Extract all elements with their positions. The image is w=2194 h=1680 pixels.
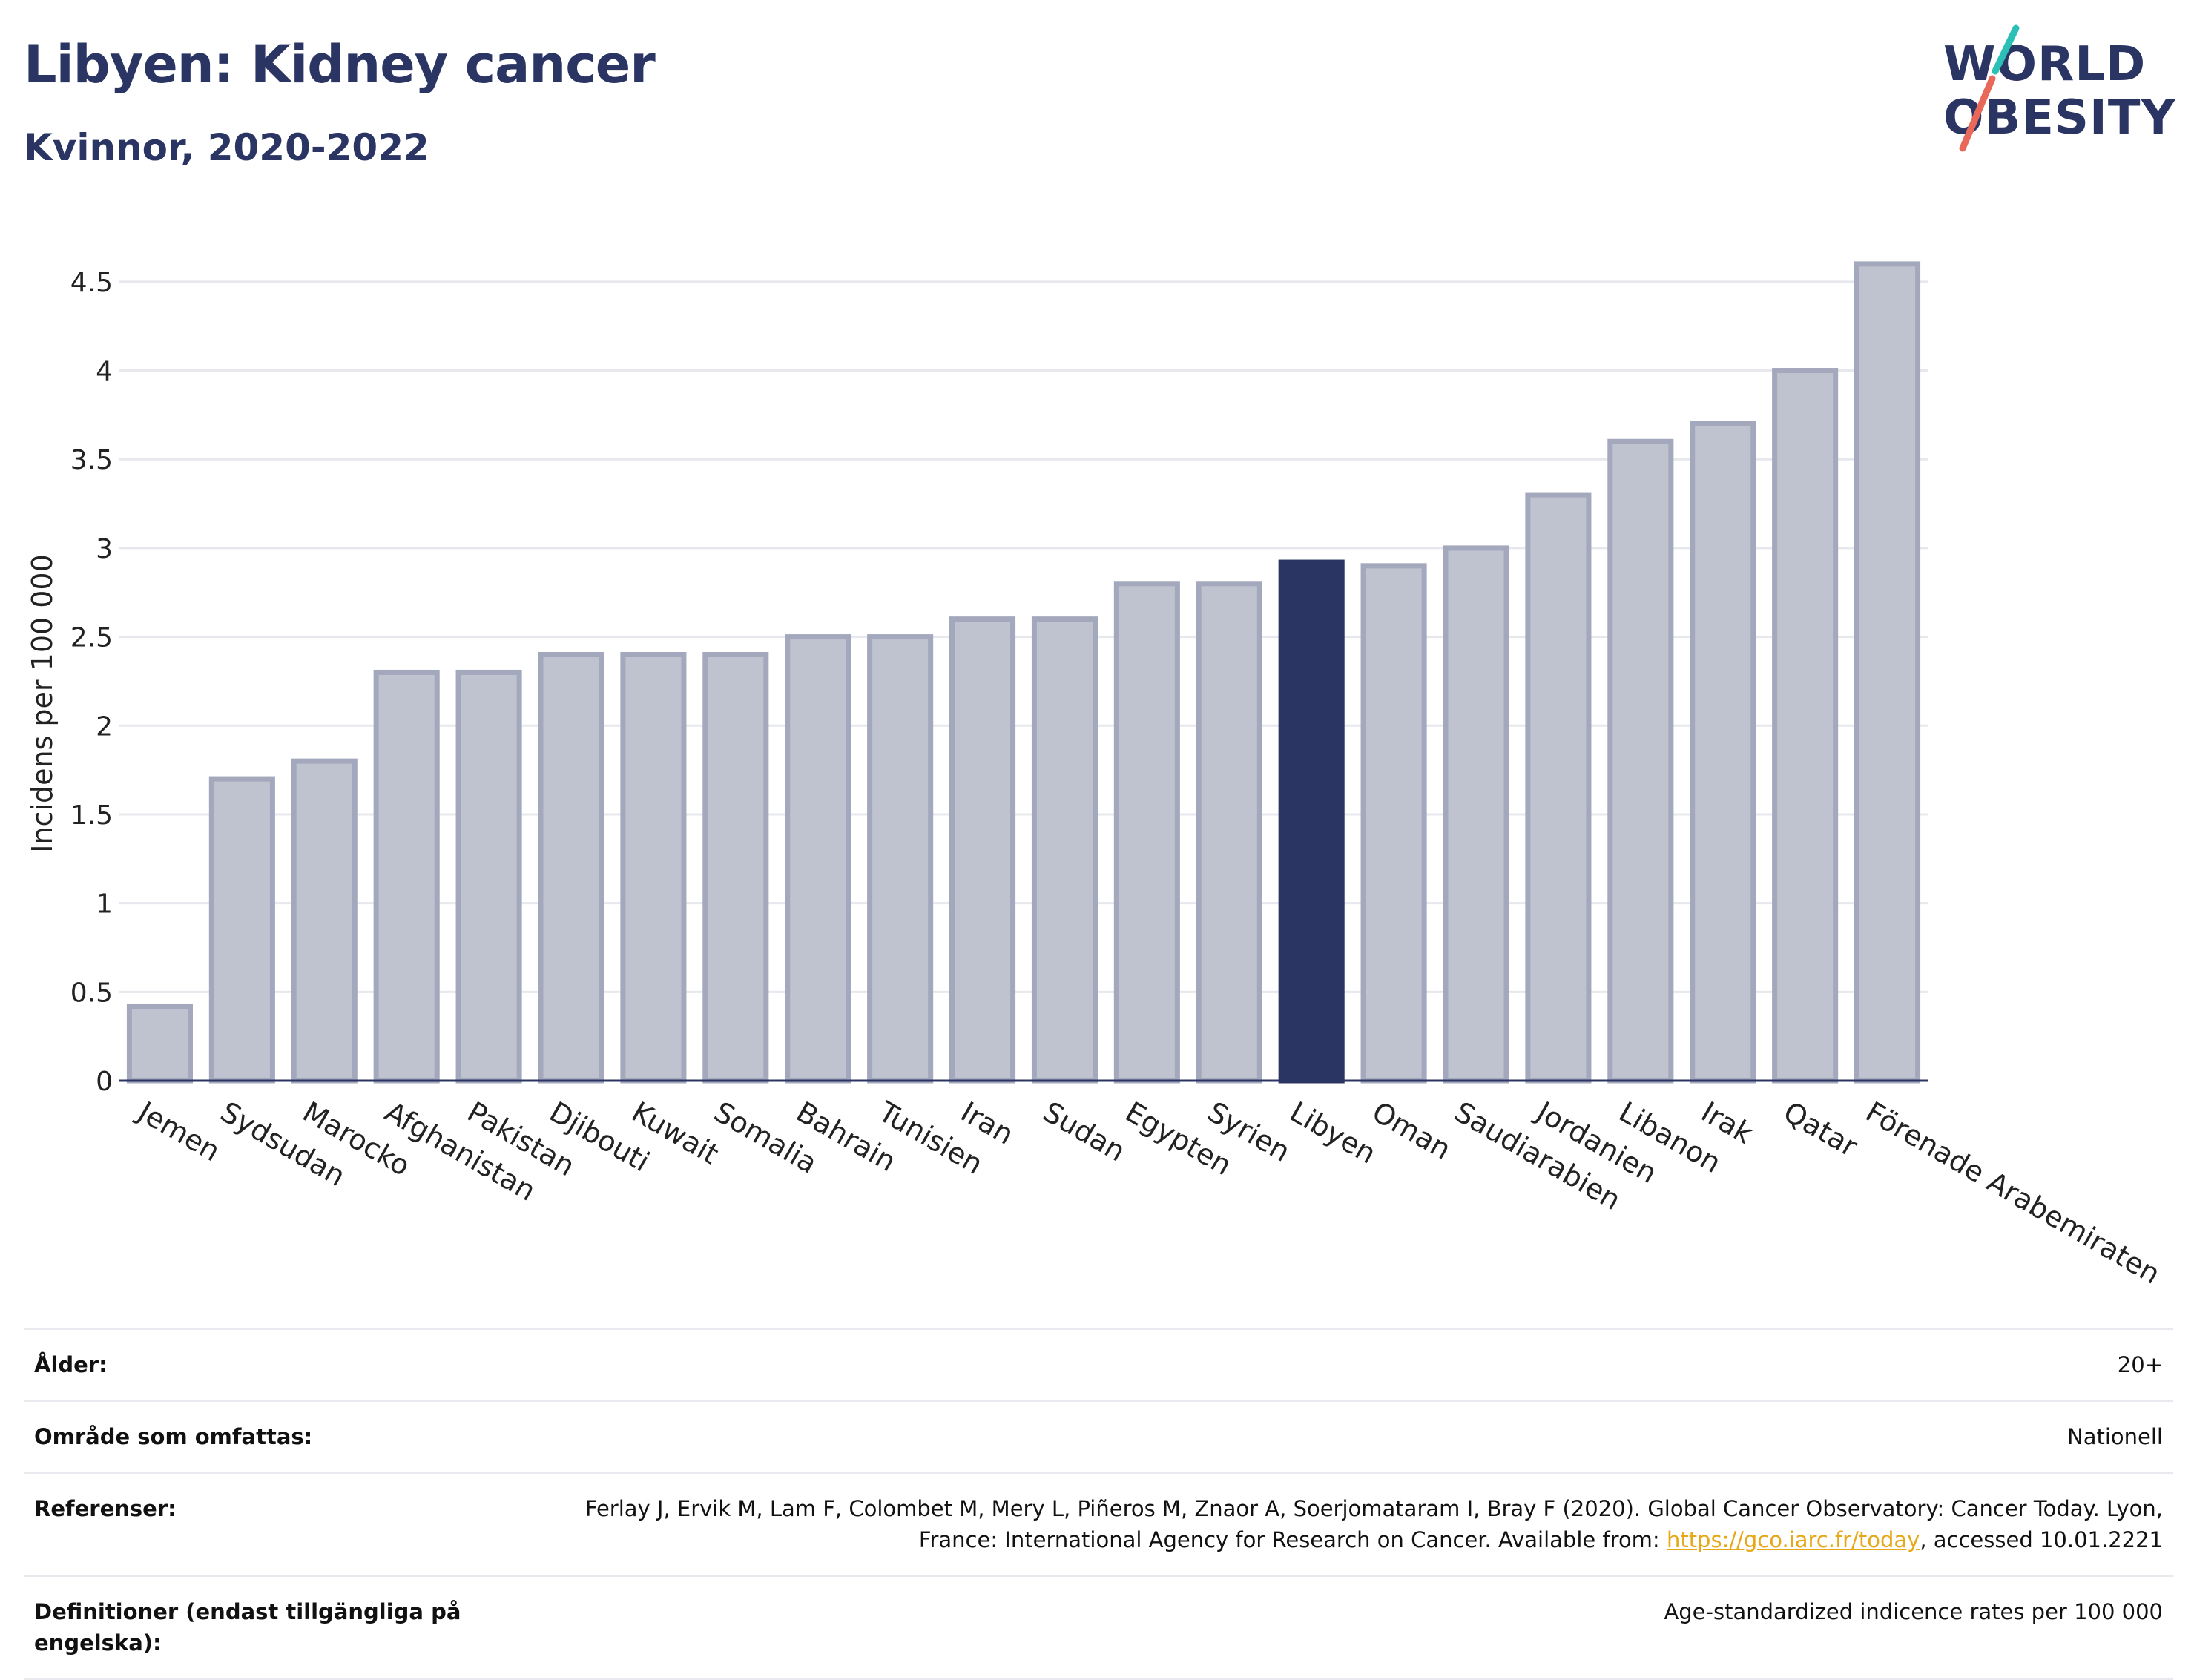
bar <box>291 758 358 1084</box>
x-tick-label: Qatar <box>1778 1096 1863 1164</box>
bar <box>867 634 934 1084</box>
y-tick-label: 0 <box>96 1067 113 1097</box>
y-tick-label: 0.5 <box>70 978 113 1008</box>
info-value-coverage: Nationell <box>2067 1424 2163 1449</box>
bar <box>1360 563 1427 1084</box>
bar <box>1607 438 1674 1084</box>
bars <box>126 261 1921 1084</box>
x-tick-label: Förenade Arabemiraten <box>1860 1096 2166 1291</box>
x-tick-label: Libyen <box>1285 1096 1382 1170</box>
info-row-references: Referenser: Ferlay J, Ervik M, Lam F, Co… <box>24 1472 2173 1576</box>
chart-title: Libyen: Kidney cancer <box>24 34 656 95</box>
chart-subtitle: Kvinnor, 2020-2022 <box>24 126 429 169</box>
y-axis-title: Incidens per 100 000 <box>26 554 59 853</box>
bar <box>702 652 769 1084</box>
bar <box>1525 492 1592 1084</box>
bar <box>1113 581 1180 1084</box>
bar <box>208 776 275 1084</box>
reference-link[interactable]: https://gco.iarc.fr/today <box>1666 1527 1920 1552</box>
logo-slash-teal <box>1992 24 2020 75</box>
y-tick-label: 1 <box>96 889 113 920</box>
info-key-coverage: Område som omfattas: <box>34 1424 313 1449</box>
info-key-definitions: Definitioner (endast tillgängliga på eng… <box>34 1599 461 1656</box>
world-obesity-logo: WORLD OBESITY <box>1943 24 2175 152</box>
info-key-references: Referenser: <box>34 1496 177 1521</box>
bar <box>620 652 687 1084</box>
bar <box>538 652 604 1084</box>
x-tick-label: Sudan <box>1038 1096 1131 1168</box>
bar <box>1772 368 1839 1084</box>
info-value-references: Ferlay J, Ervik M, Lam F, Colombet M, Me… <box>519 1473 2173 1576</box>
info-key-age: Ålder: <box>34 1352 108 1377</box>
info-row-definitions: Definitioner (endast tillgängliga på eng… <box>24 1575 2173 1679</box>
reference-accessed: , accessed 10.01.2221 <box>1920 1527 2163 1552</box>
bar <box>126 1003 193 1084</box>
bar <box>1854 261 1921 1084</box>
info-row-coverage: Område som omfattas: Nationell <box>24 1400 2173 1473</box>
y-tick-label: 3.5 <box>70 445 113 475</box>
x-axis-labels: JemenSydsudanMarockoAfghanistanPakistanD… <box>131 1095 2166 1291</box>
bar <box>785 634 851 1084</box>
bar-highlight <box>1278 559 1345 1084</box>
y-tick-label: 4.5 <box>70 268 113 298</box>
y-tick-label: 1.5 <box>70 800 113 831</box>
logo-word-world: WORLD <box>1943 37 2146 92</box>
x-tick-label: Jemen <box>131 1095 225 1168</box>
y-tick-label: 2 <box>96 711 113 742</box>
bar <box>1690 421 1756 1084</box>
bar <box>1443 545 1509 1084</box>
y-tick-label: 4 <box>96 357 113 387</box>
bar <box>1031 616 1098 1084</box>
info-value-age: 20+ <box>2117 1352 2163 1377</box>
reference-text: Ferlay J, Ervik M, Lam F, Colombet M, Me… <box>584 1496 2163 1552</box>
bar <box>949 616 1016 1084</box>
bar <box>455 669 522 1084</box>
y-tick-label: 3 <box>96 534 113 564</box>
bar <box>373 669 440 1084</box>
logo-slash-coral <box>1959 75 1996 152</box>
info-value-definitions: Age-standardized indicence rates per 100… <box>1664 1599 2163 1624</box>
y-tick-label: 2.5 <box>70 623 113 653</box>
y-axis-ticks: 0 0.5 1 1.5 2 2.5 3 3.5 4 4.5 <box>70 268 113 1097</box>
info-table: Ålder: 20+ Område som omfattas: Nationel… <box>24 1328 2173 1680</box>
info-row-age: Ålder: 20+ <box>24 1328 2173 1401</box>
bar <box>1196 581 1262 1084</box>
bar-chart: 0 0.5 1 1.5 2 2.5 3 3.5 4 4.5 JemenSydsudanMarock… <box>26 261 2166 1291</box>
x-tick-label: Oman <box>1367 1096 1457 1166</box>
